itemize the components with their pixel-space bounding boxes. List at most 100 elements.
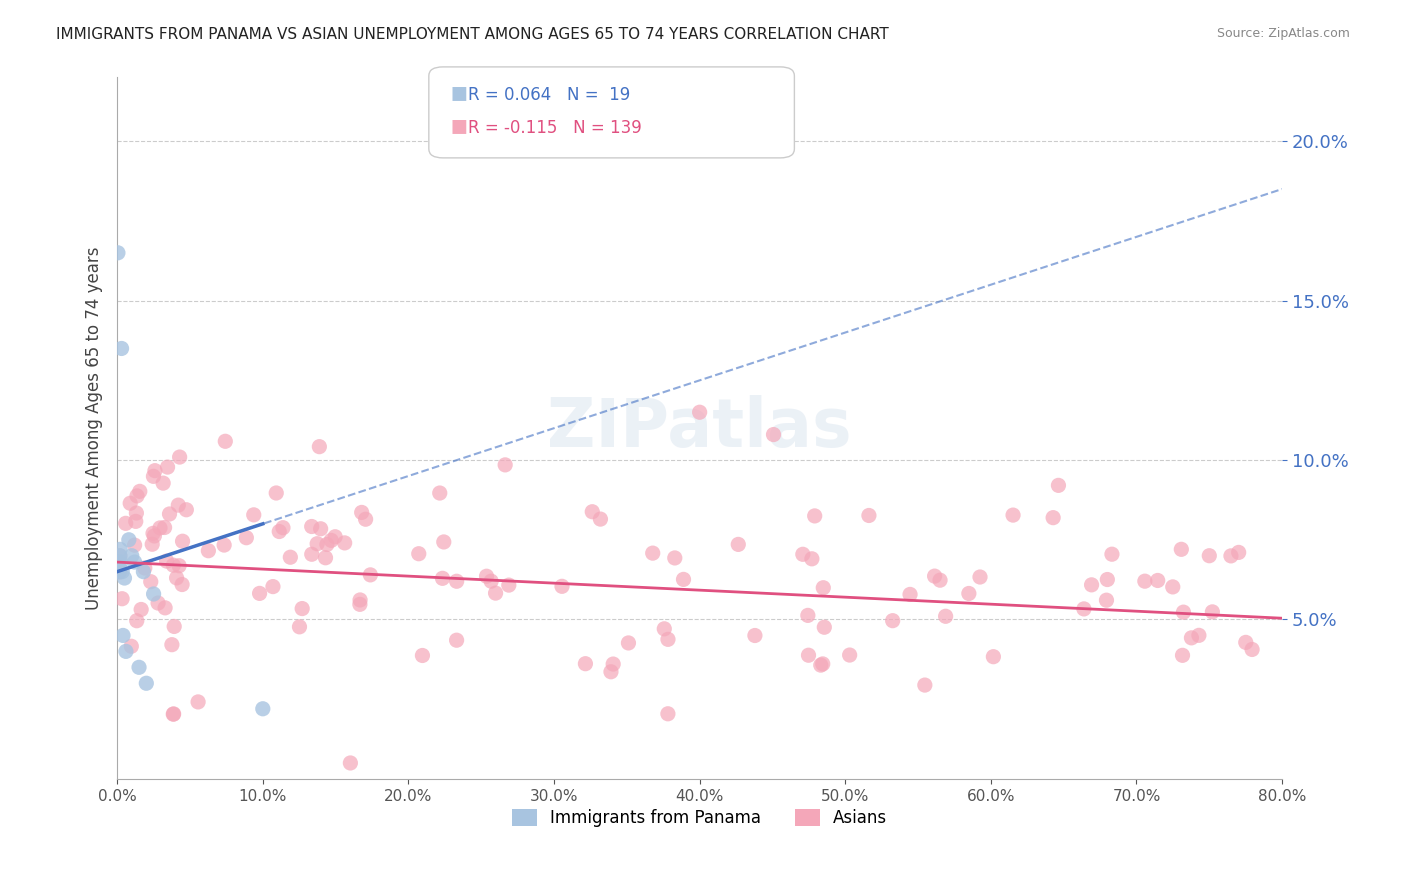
Point — [280, 550, 302, 565]
Point — [308, 440, 330, 454]
Point — [432, 571, 454, 585]
Point — [411, 648, 433, 663]
Point — [484, 586, 506, 600]
Point — [929, 573, 952, 587]
Point — [156, 460, 179, 475]
Point — [125, 506, 148, 520]
Point — [162, 707, 184, 722]
Point — [125, 489, 148, 503]
Point — [935, 609, 957, 624]
Point — [1171, 648, 1194, 663]
Point — [172, 577, 194, 591]
Point — [1146, 574, 1168, 588]
Point — [269, 524, 291, 539]
Point — [162, 706, 184, 721]
Point — [288, 620, 311, 634]
Point — [142, 587, 165, 601]
Point — [108, 549, 131, 563]
Point — [838, 648, 860, 662]
Point — [350, 505, 373, 519]
Point — [309, 522, 332, 536]
Point — [110, 555, 132, 569]
Point — [301, 547, 323, 561]
Point — [762, 427, 785, 442]
Point — [249, 586, 271, 600]
Point — [672, 573, 695, 587]
Point — [118, 533, 141, 547]
Point — [107, 555, 129, 569]
Point — [214, 434, 236, 449]
Point — [581, 505, 603, 519]
Point — [162, 558, 184, 573]
Point — [114, 571, 136, 585]
Point — [551, 579, 574, 593]
Point — [271, 521, 294, 535]
Point — [124, 538, 146, 552]
Point — [172, 534, 194, 549]
Point — [141, 537, 163, 551]
Point — [1047, 478, 1070, 492]
Point — [813, 620, 835, 634]
Point — [657, 632, 679, 647]
Point — [498, 578, 520, 592]
Legend: Immigrants from Panama, Asians: Immigrants from Panama, Asians — [505, 802, 894, 834]
Point — [212, 538, 235, 552]
Point — [359, 567, 381, 582]
Point — [811, 657, 834, 671]
Point — [446, 574, 468, 589]
Point — [163, 619, 186, 633]
Point — [125, 614, 148, 628]
Point — [475, 569, 498, 583]
Point — [1097, 573, 1119, 587]
Point — [143, 529, 166, 543]
Point — [1161, 580, 1184, 594]
Point — [107, 245, 129, 260]
Text: R = 0.064   N =  19: R = 0.064 N = 19 — [468, 87, 630, 104]
Point — [1201, 605, 1223, 619]
Point — [924, 569, 946, 583]
Point — [176, 502, 198, 516]
Point — [111, 628, 134, 642]
Point — [262, 580, 284, 594]
Point — [983, 649, 1005, 664]
Point — [120, 496, 142, 510]
Point — [1219, 549, 1241, 563]
Point — [169, 450, 191, 464]
Point — [315, 550, 337, 565]
Point — [446, 633, 468, 648]
Point — [1188, 628, 1211, 642]
Point — [142, 526, 165, 541]
Point — [641, 546, 664, 560]
Point — [149, 521, 172, 535]
Point — [128, 484, 150, 499]
Point — [813, 581, 835, 595]
Text: ▪: ▪ — [450, 111, 468, 139]
Point — [128, 660, 150, 674]
Point — [111, 591, 134, 606]
Point — [108, 565, 131, 579]
Point — [969, 570, 991, 584]
Point — [349, 598, 371, 612]
Point — [132, 565, 155, 579]
Point — [135, 676, 157, 690]
Point — [152, 476, 174, 491]
Point — [187, 695, 209, 709]
Point — [797, 648, 820, 663]
Point — [143, 464, 166, 478]
Point — [574, 657, 596, 671]
Point — [800, 551, 823, 566]
Point — [957, 586, 980, 600]
Point — [354, 512, 377, 526]
Point — [494, 458, 516, 472]
Point — [810, 658, 832, 673]
Point — [797, 608, 820, 623]
Text: Source: ZipAtlas.com: Source: ZipAtlas.com — [1216, 27, 1350, 40]
Point — [339, 756, 361, 770]
Point — [914, 678, 936, 692]
Point — [657, 706, 679, 721]
Point — [142, 469, 165, 483]
Point — [167, 498, 190, 512]
Point — [235, 531, 257, 545]
Point — [166, 571, 188, 585]
Point — [146, 596, 169, 610]
